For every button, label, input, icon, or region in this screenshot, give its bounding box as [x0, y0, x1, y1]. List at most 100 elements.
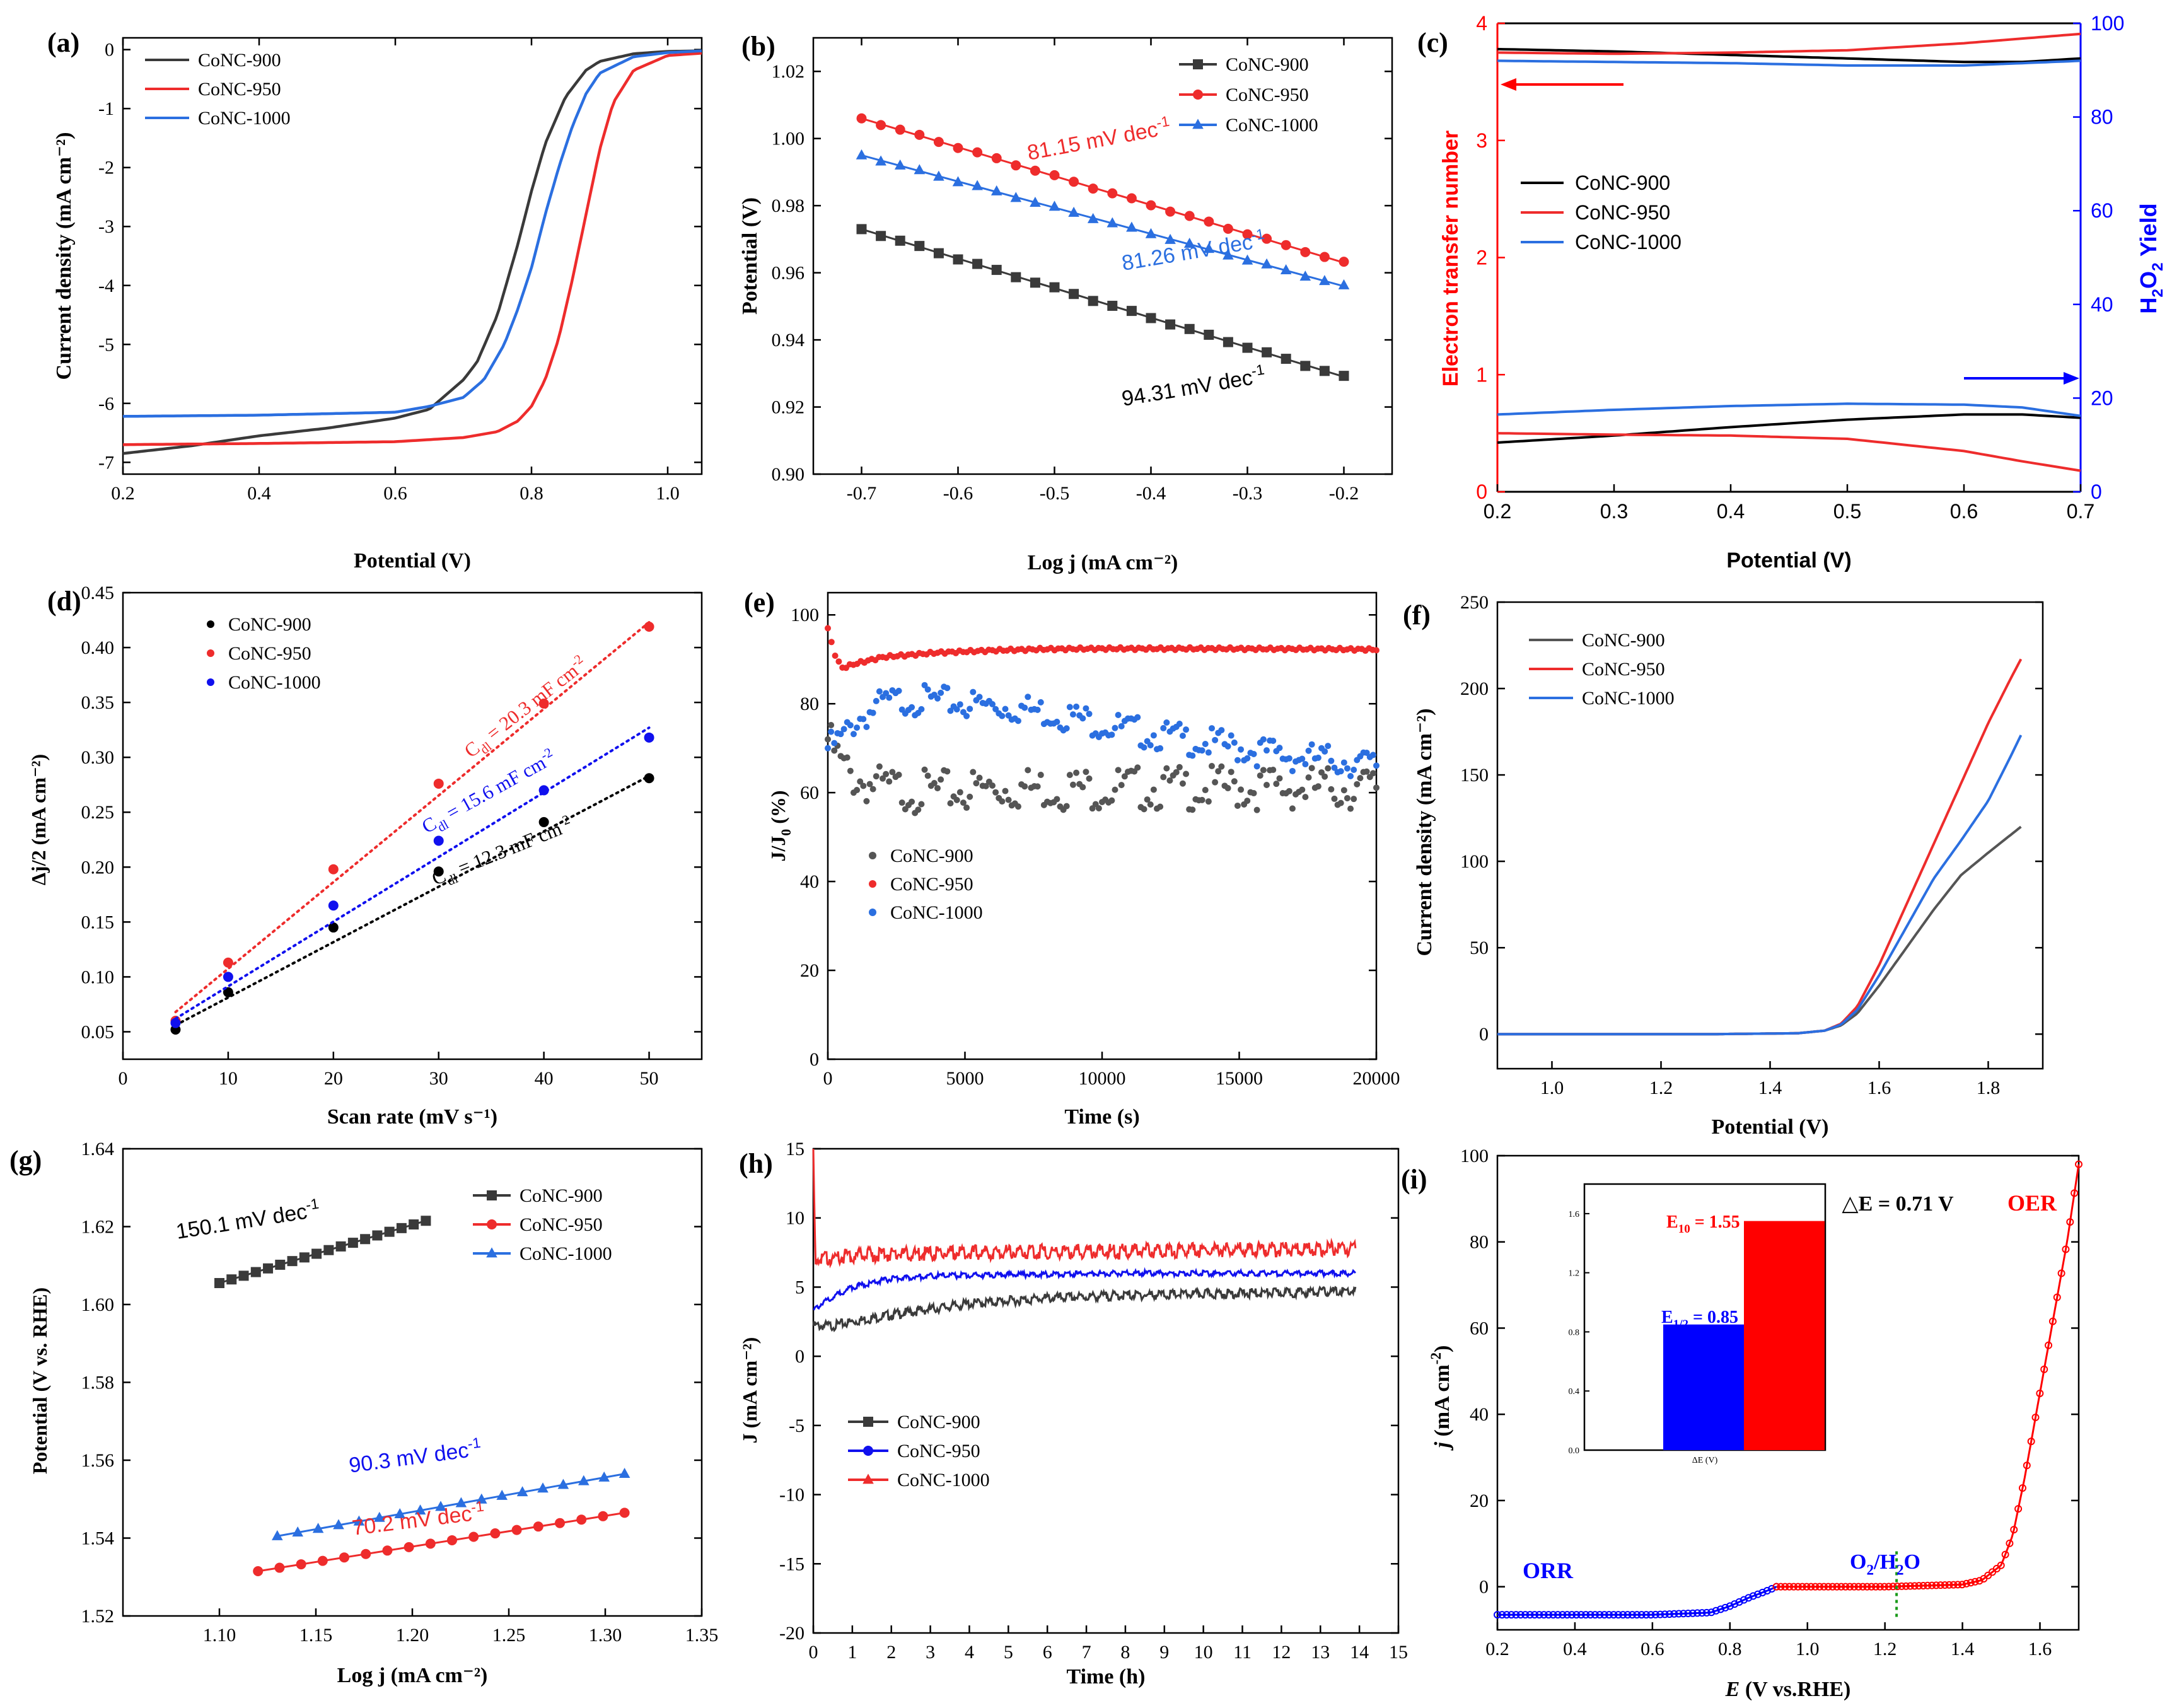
data-point	[999, 798, 1006, 805]
data-point	[1357, 775, 1364, 782]
data-point	[1286, 755, 1292, 762]
data-point	[1572, 1611, 1581, 1619]
data-point	[1176, 764, 1183, 770]
y-tick-label: 60	[800, 782, 819, 803]
data-point	[433, 778, 444, 789]
panel-label: (b)	[741, 31, 775, 62]
data-point	[1144, 796, 1151, 803]
data-point	[1126, 221, 1137, 232]
data-point	[223, 957, 233, 968]
legend-label: CoNC-900	[1575, 171, 1670, 194]
y-axis-label-part: (mA cm	[1431, 1364, 1454, 1442]
data-point	[1244, 755, 1251, 762]
legend-swatch	[869, 852, 876, 859]
data-point	[1203, 243, 1215, 253]
y-axis-label: J (mA cm⁻²)	[738, 1337, 761, 1444]
slope-annotation: 81.15 mV dec-1	[1025, 113, 1173, 165]
data-point	[1299, 755, 1306, 762]
inset-y-tick-label: 0.0	[1569, 1446, 1580, 1456]
x-tick-label: 10	[1194, 1642, 1213, 1663]
y2-tick-label: 0	[2091, 480, 2102, 503]
data-point	[873, 697, 880, 704]
data-point	[1262, 233, 1272, 244]
data-point	[1745, 1594, 1753, 1602]
data-point	[487, 1219, 497, 1229]
oer-label: OER	[2007, 1190, 2057, 1216]
data-point	[1066, 772, 1073, 779]
x-tick-label: 1	[847, 1642, 857, 1663]
data-point	[970, 688, 977, 695]
legend: CoNC-900 CoNC-950 CoNC-1000	[1529, 630, 1675, 709]
y-tick-label: 1.60	[81, 1294, 115, 1315]
data-point	[275, 1259, 286, 1270]
data-point	[1014, 803, 1021, 810]
panel-label: (c)	[1417, 27, 1448, 58]
data-point	[1073, 769, 1080, 776]
data-point	[1025, 767, 1031, 774]
data-point	[876, 120, 886, 131]
data-point	[1876, 1583, 1884, 1591]
data-point	[1816, 1583, 1824, 1591]
data-point	[982, 782, 989, 789]
legend-label: CoNC-950	[1575, 201, 1670, 224]
data-point	[1273, 781, 1280, 787]
data-point	[1202, 741, 1209, 748]
data-point	[1270, 738, 1277, 745]
slope-annotation-part: 90.3 mV dec	[347, 1438, 470, 1478]
data-point	[828, 639, 835, 646]
data-point	[947, 707, 954, 714]
legend-label: CoNC-900	[520, 1185, 603, 1206]
inset-bar	[1744, 1221, 1825, 1450]
data-point	[1605, 1611, 1613, 1619]
fit-line	[174, 726, 651, 1020]
y-tick-label: 0	[1479, 1024, 1489, 1045]
series-line	[813, 1267, 1356, 1311]
fit-line	[174, 774, 651, 1026]
data-point	[1150, 786, 1157, 793]
data-point	[1112, 724, 1118, 731]
y-tick-label: 100	[1460, 1146, 1489, 1166]
y-tick-label: 60	[1470, 1318, 1489, 1339]
data-point	[2057, 1269, 2065, 1277]
y2-axis-label-part: Yield	[2135, 203, 2161, 262]
data-point	[1183, 770, 1190, 777]
data-point	[1656, 1610, 1664, 1618]
data-point	[323, 1245, 334, 1255]
data-point	[1253, 806, 1260, 813]
x-tick-label: 0.7	[2067, 500, 2094, 523]
y-tick-label: 0	[810, 1049, 819, 1070]
data-point	[1619, 1611, 1627, 1619]
data-point	[1010, 192, 1022, 202]
data-point	[394, 1508, 405, 1518]
series-line	[1497, 1586, 1777, 1616]
data-point	[863, 1446, 873, 1456]
legend-label: CoNC-1000	[897, 1470, 990, 1490]
data-point	[832, 652, 839, 659]
data-point	[1193, 59, 1203, 69]
data-point	[1223, 337, 1233, 347]
x-tick-label: 11	[1233, 1642, 1252, 1663]
panel-label: (h)	[739, 1148, 773, 1179]
data-point	[1014, 717, 1021, 724]
data-point	[555, 1518, 565, 1528]
data-point	[947, 800, 954, 807]
data-point	[1289, 805, 1296, 812]
data-point	[1623, 1611, 1632, 1619]
data-point	[1223, 223, 1233, 234]
data-point	[1354, 781, 1361, 787]
data-point	[1204, 329, 1214, 340]
y2-axis-label: H2O2 Yield	[2135, 203, 2166, 313]
data-point	[1115, 767, 1122, 774]
data-point	[317, 1555, 328, 1566]
data-point	[1837, 1583, 1845, 1591]
data-point	[311, 1248, 322, 1259]
data-point	[883, 690, 890, 697]
data-point	[1199, 747, 1205, 754]
data-point	[1369, 770, 1376, 777]
data-point	[435, 1501, 446, 1511]
legend-label: CoNC-1000	[890, 902, 983, 923]
data-point	[1002, 706, 1009, 712]
x-tick-label: 30	[429, 1068, 448, 1089]
data-point	[1069, 289, 1079, 299]
